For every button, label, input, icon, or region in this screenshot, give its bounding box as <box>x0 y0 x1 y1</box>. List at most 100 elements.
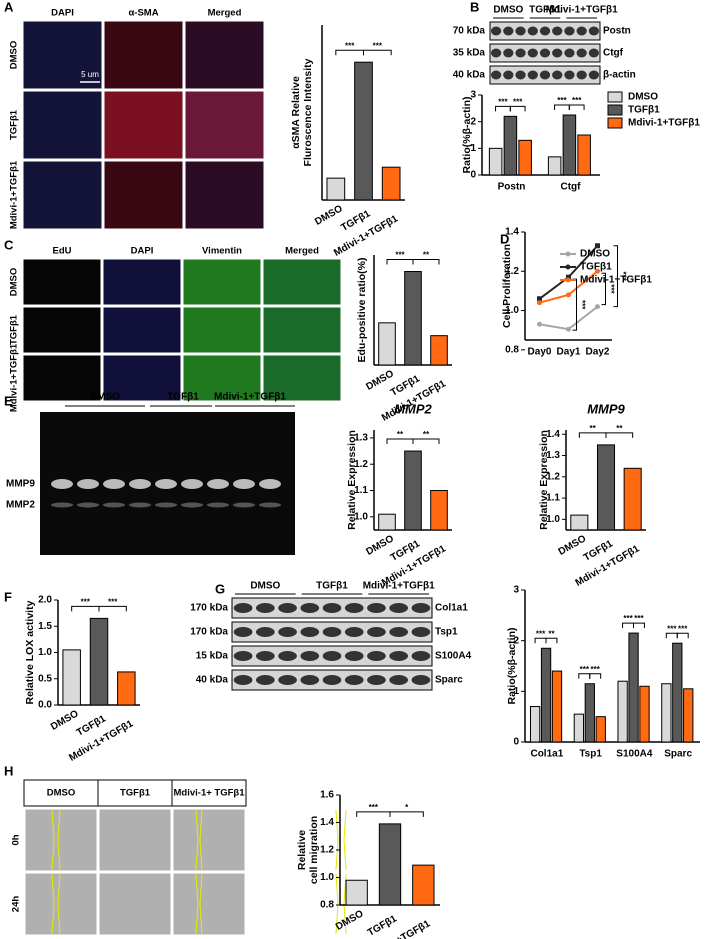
bar <box>596 444 616 531</box>
x-tick-label: Tsp1 <box>579 749 602 760</box>
significance-bracket <box>665 632 678 639</box>
significance-bracket <box>545 637 558 644</box>
column-header: Merged <box>285 246 319 257</box>
legend-marker <box>565 251 571 257</box>
y-tick-label: 1.1 <box>546 493 560 504</box>
blot-band <box>322 651 342 661</box>
point <box>537 321 542 327</box>
significance-label: ** <box>423 251 430 260</box>
blot-band <box>564 70 575 80</box>
row-label: TGFβ1 <box>9 314 20 345</box>
micrograph <box>24 872 98 936</box>
panel-label: C <box>4 237 14 252</box>
micrograph <box>184 20 265 90</box>
y-axis-label: Fluroscence Intensity <box>302 58 314 166</box>
gel-band <box>103 502 125 508</box>
blot-band <box>539 70 551 80</box>
y-axis-label: Relative LOX activity <box>24 600 36 704</box>
blot-band <box>344 627 364 637</box>
y-tick-label: 2 <box>513 635 519 646</box>
significance-label: *** <box>81 597 91 606</box>
column-header: Merged <box>208 8 242 19</box>
bar <box>412 864 435 906</box>
wound-edge <box>335 809 339 871</box>
significance-label: ** <box>590 424 597 433</box>
y-tick-label: 1.2 <box>546 471 560 482</box>
x-tick-label: Postn <box>498 182 526 193</box>
significance-label: *** <box>634 614 644 623</box>
bar <box>404 271 422 366</box>
bar <box>617 680 628 743</box>
legend-swatch <box>607 91 623 103</box>
micrograph <box>98 872 172 936</box>
y-tick-label: 0.5 <box>38 673 52 684</box>
blot-band <box>527 48 538 58</box>
significance-bracket <box>676 632 689 639</box>
gel-band <box>233 502 255 508</box>
wound-edge <box>51 809 55 871</box>
column-header: DMSO <box>47 788 76 799</box>
row-label: Mdivi-1+TGFβ1 <box>9 160 20 229</box>
blot-band <box>411 627 431 637</box>
x-tick-label: Col1a1 <box>530 749 563 760</box>
significance-label: *** <box>667 624 677 633</box>
significance-bracket <box>386 438 414 445</box>
micrograph <box>103 90 184 160</box>
blot-band <box>233 675 253 685</box>
column-header: EdU <box>53 246 72 257</box>
protein-label: Col1a1 <box>435 603 468 614</box>
y-tick-label: 1.0 <box>38 647 52 658</box>
bar <box>326 177 346 201</box>
significance-label: *** <box>606 284 615 294</box>
column-header: Vimentin <box>202 246 242 257</box>
panel-label: A <box>4 0 14 14</box>
point <box>537 300 542 306</box>
y-tick-label: 0 <box>513 737 519 748</box>
blot-group: DMSO <box>250 581 280 592</box>
gel-group: TGFβ1 <box>167 392 199 403</box>
legend-label: Mdivi-1+TGFβ1 <box>628 118 700 129</box>
blot-band <box>256 603 275 613</box>
bar <box>661 683 672 743</box>
significance-bracket <box>534 637 547 644</box>
gel-band <box>129 479 151 489</box>
point <box>566 292 571 298</box>
wound-edge <box>57 873 61 935</box>
y-tick-label: 1.4 <box>505 227 519 238</box>
blot-group: TGFβ1 <box>316 581 348 592</box>
blot-band <box>322 603 342 613</box>
blot-band <box>588 26 600 36</box>
protein-label: β-actin <box>603 70 636 81</box>
gel-band <box>259 502 281 508</box>
micrograph <box>102 306 182 354</box>
row-label: DMSO <box>9 41 20 70</box>
y-axis-label: αSMA Relative <box>290 76 302 149</box>
column-header: α-SMA <box>128 8 158 19</box>
blot-band <box>256 651 275 661</box>
y-tick-label: 1.0 <box>354 511 368 522</box>
significance-bracket <box>605 432 634 438</box>
blot-band <box>256 675 275 685</box>
blot-band <box>515 48 526 58</box>
column-header: TGFβ1 <box>120 788 151 799</box>
significance-label: *** <box>345 41 355 50</box>
legend-label: TGFβ1 <box>628 105 660 116</box>
significance-label: ** <box>616 424 623 433</box>
panel-label: B <box>470 0 479 14</box>
wound-edge <box>343 809 347 871</box>
chart-title: MMP9 <box>587 401 625 416</box>
wound-edge <box>57 809 61 871</box>
column-header-box <box>171 779 247 807</box>
significance-label: *** <box>572 96 582 105</box>
micrograph <box>172 808 246 872</box>
bar <box>573 713 585 743</box>
significance-bracket <box>622 622 634 629</box>
kda-label: 170 kDa <box>190 627 228 638</box>
significance-bracket <box>554 104 570 110</box>
micrograph <box>102 258 182 306</box>
y-tick-label: 1.6 <box>320 790 334 801</box>
y-axis-label: Ratio(%β-actin) <box>461 97 473 174</box>
gel-band <box>51 479 73 489</box>
y-axis-label: Cell Proliferation <box>501 244 513 328</box>
blot-band <box>503 48 514 58</box>
